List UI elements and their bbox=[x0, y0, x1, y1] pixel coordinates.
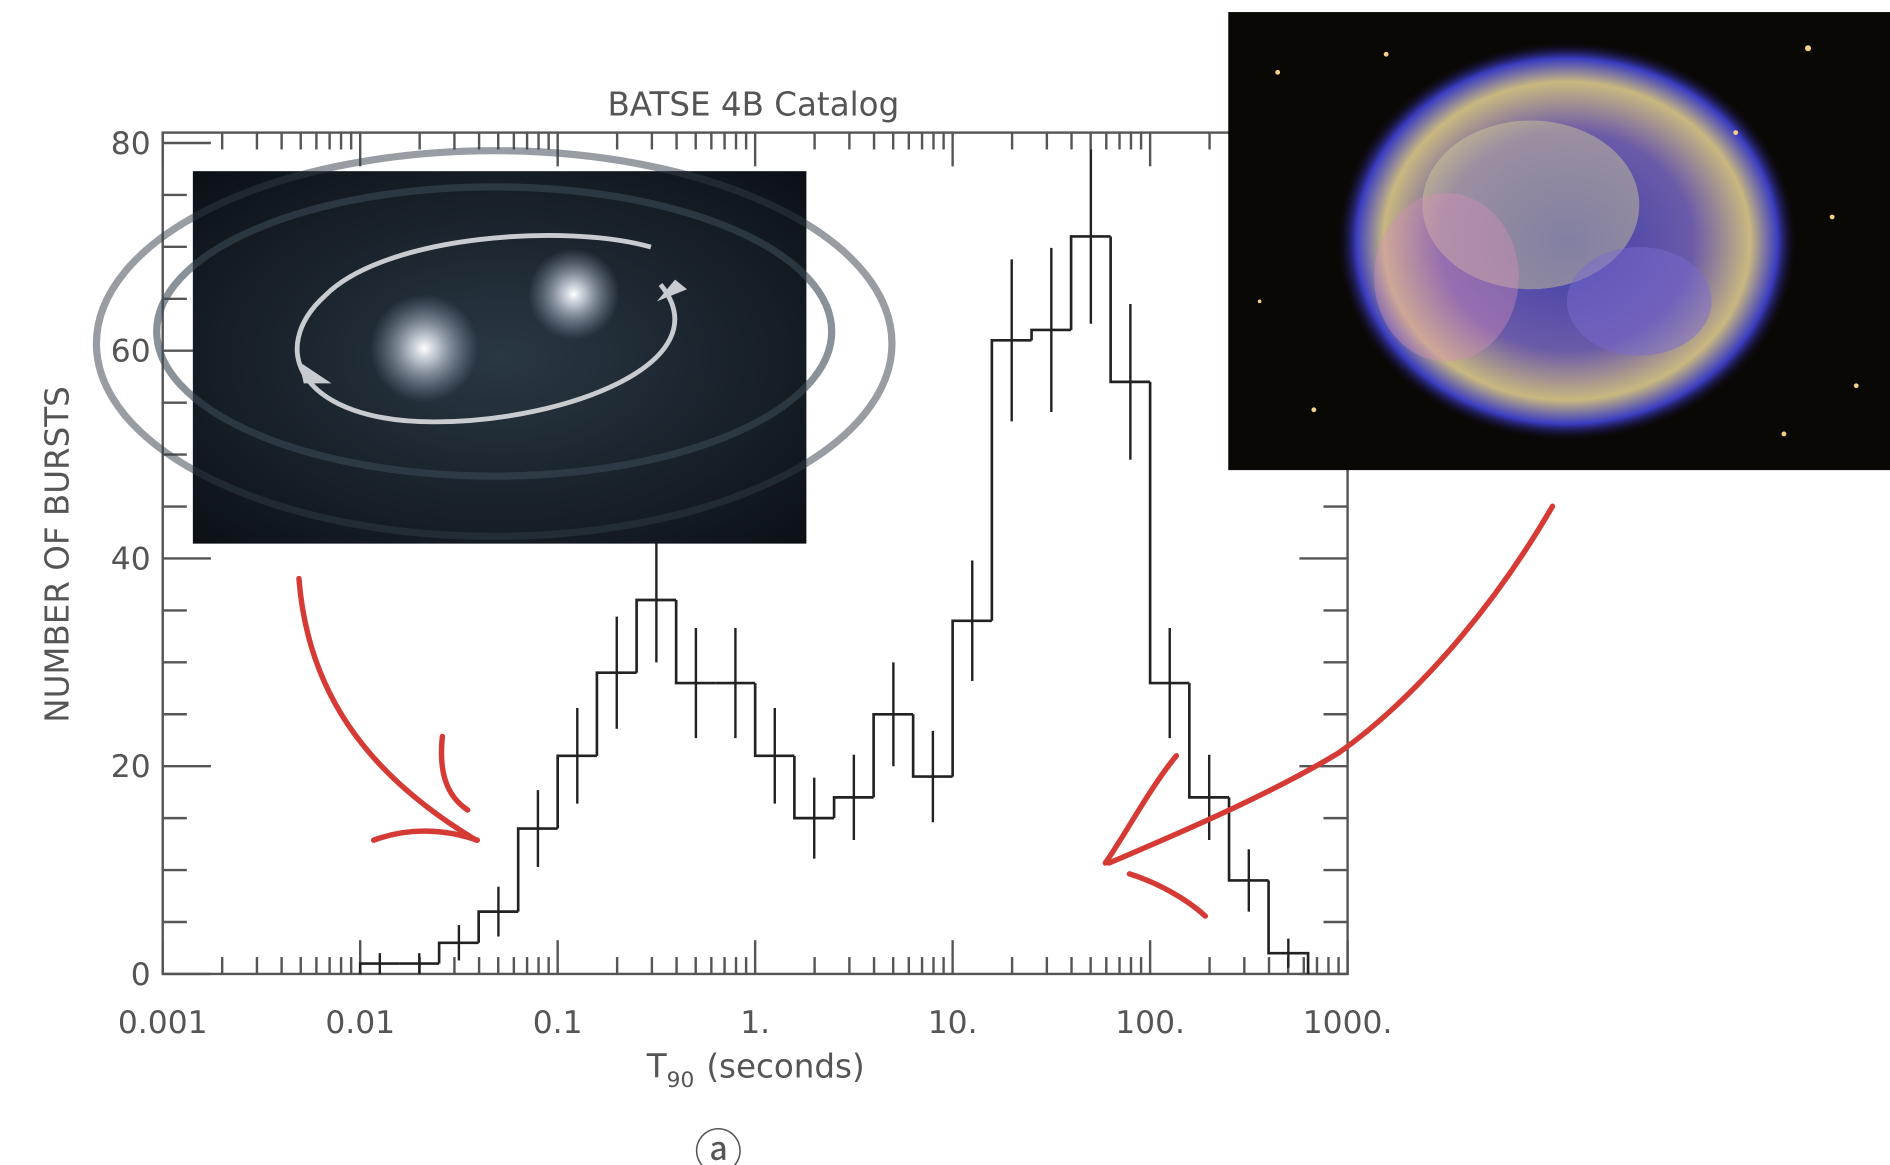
supernova-remnant-image bbox=[1228, 12, 1890, 470]
page: BATSE 4B Catalog NUMBER OF BURSTS T90 (se… bbox=[0, 0, 1890, 1165]
chart: BATSE 4B Catalog NUMBER OF BURSTS T90 (se… bbox=[0, 0, 1890, 1165]
y-tick-label: 20 bbox=[111, 749, 151, 785]
x-tick-label: 100. bbox=[1115, 1005, 1185, 1041]
x-axis-label: T90 (seconds) bbox=[646, 1048, 865, 1094]
x-tick-label: 1. bbox=[740, 1005, 770, 1041]
y-tick-label: 40 bbox=[111, 541, 151, 577]
x-tick-label: 0.01 bbox=[325, 1005, 395, 1041]
x-label-symbol: T bbox=[646, 1048, 667, 1086]
x-tick-label: 10. bbox=[928, 1005, 978, 1041]
x-label-unit: (seconds) bbox=[706, 1048, 864, 1086]
chart-title: BATSE 4B Catalog bbox=[607, 86, 899, 124]
x-label-subscript: 90 bbox=[667, 1068, 695, 1093]
y-tick-label: 80 bbox=[111, 126, 151, 162]
annotation-arrows bbox=[299, 506, 1553, 916]
x-tick-label: 0.001 bbox=[118, 1005, 208, 1041]
panel-annotation: ⓐ bbox=[694, 1125, 742, 1165]
x-tick-label: 0.1 bbox=[533, 1005, 583, 1041]
x-tick-label: 1000. bbox=[1303, 1005, 1393, 1041]
y-axis-label: NUMBER OF BURSTS bbox=[39, 386, 77, 723]
binary-star-image bbox=[96, 151, 892, 544]
y-tick-label: 0 bbox=[131, 957, 151, 993]
y-tick-label: 60 bbox=[111, 334, 151, 370]
